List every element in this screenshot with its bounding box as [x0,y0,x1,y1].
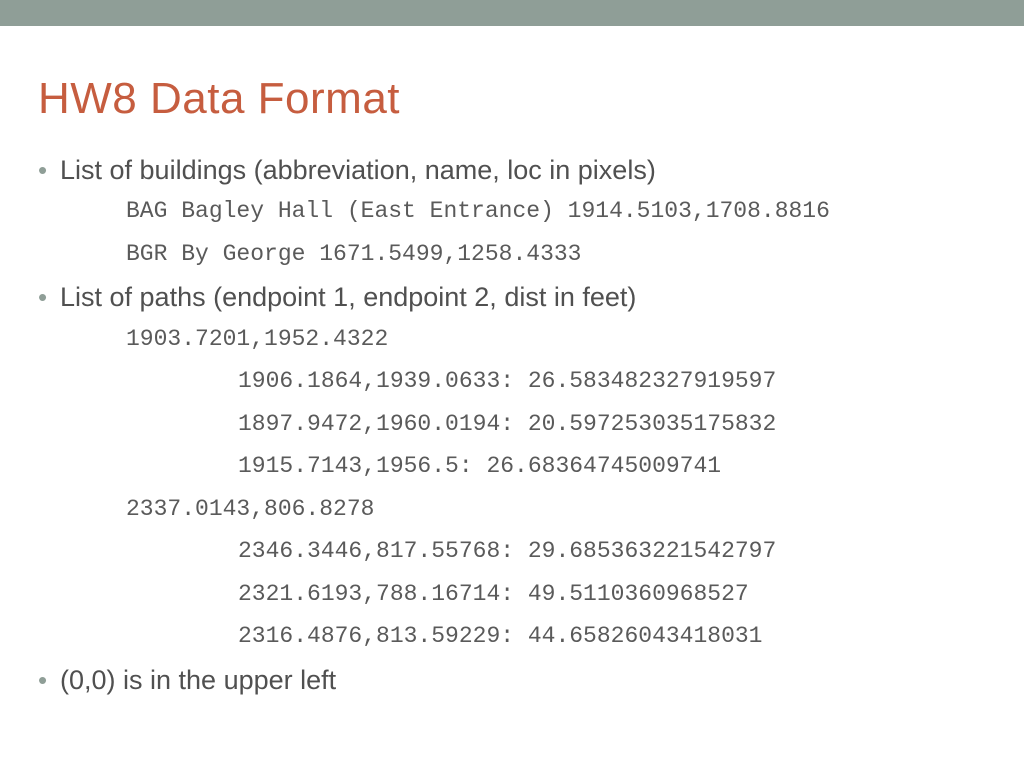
path-edge: 1915.7143,1956.5: 26.68364745009741 [238,449,986,484]
bullet-text: List of buildings (abbreviation, name, l… [60,152,656,188]
bullet-item: • List of buildings (abbreviation, name,… [38,152,986,188]
bullet-icon: • [38,667,60,693]
bullet-item: • List of paths (endpoint 1, endpoint 2,… [38,279,986,315]
header-bar [0,0,1024,26]
path-head: 1903.7201,1952.4322 [126,322,986,357]
path-edge: 2316.4876,813.59229: 44.65826043418031 [238,619,986,654]
path-edge: 2321.6193,788.16714: 49.5110360968527 [238,577,986,612]
slide-body: HW8 Data Format • List of buildings (abb… [0,26,1024,698]
building-line: BAG Bagley Hall (East Entrance) 1914.510… [126,194,986,229]
path-edge: 1897.9472,1960.0194: 20.597253035175832 [238,407,986,442]
bullet-item: • (0,0) is in the upper left [38,662,986,698]
path-edge: 2346.3446,817.55768: 29.685363221542797 [238,534,986,569]
bullet-text: (0,0) is in the upper left [60,662,336,698]
path-head: 2337.0143,806.8278 [126,492,986,527]
slide-title: HW8 Data Format [38,74,986,124]
bullet-icon: • [38,157,60,183]
bullet-icon: • [38,284,60,310]
building-line: BGR By George 1671.5499,1258.4333 [126,237,986,272]
path-edge: 1906.1864,1939.0633: 26.583482327919597 [238,364,986,399]
bullet-text: List of paths (endpoint 1, endpoint 2, d… [60,279,636,315]
